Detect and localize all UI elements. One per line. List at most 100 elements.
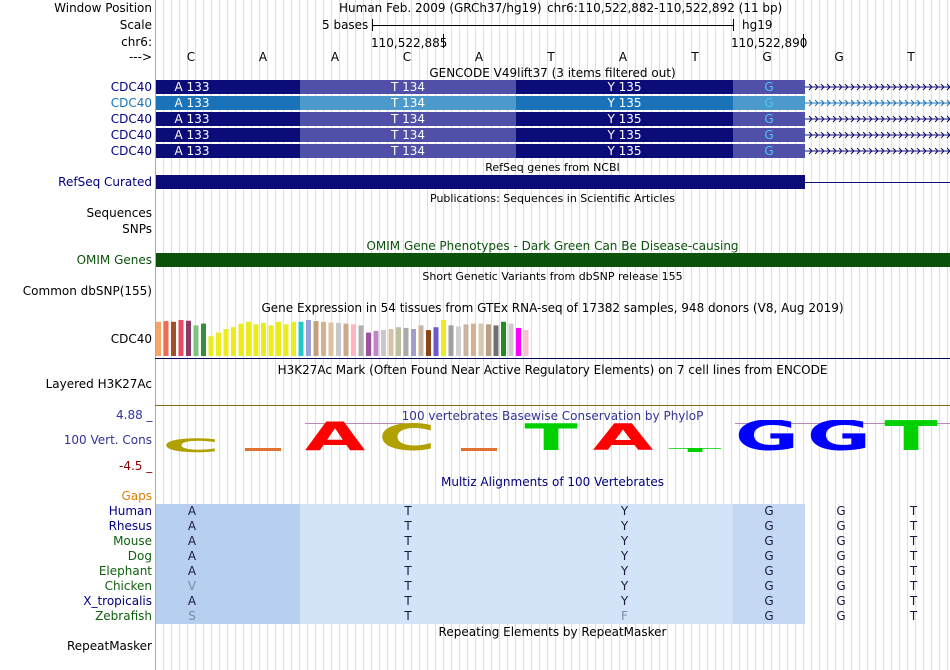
gtex-tissue-bar[interactable] [373,330,379,356]
gtex-tissue-bar[interactable] [508,323,514,356]
gencode-transcript-label[interactable]: CDC40 [110,128,152,142]
h3k27ac-title[interactable]: H3K27Ac Mark (Often Found Near Active Re… [277,363,828,377]
multiz-species-label[interactable]: X_tropicalis [83,594,152,608]
gtex-bar-chart[interactable] [155,315,950,360]
rmsk-label[interactable]: RepeatMasker [66,639,152,653]
gtex-tissue-bar[interactable] [358,325,364,356]
gtex-tissue-bar[interactable] [471,323,476,356]
gtex-tissue-bar[interactable] [328,322,334,356]
gencode-title[interactable]: GENCODE V49lift37 (3 items filtered out) [429,66,676,80]
sequences-label[interactable]: Sequences [86,206,152,220]
multiz-species-label[interactable]: Mouse [113,534,152,548]
gtex-tissue-bar[interactable] [351,324,356,356]
gtex-tissue-bar[interactable] [381,330,386,356]
gtex-tissue-bar[interactable] [163,321,169,356]
refseq-label[interactable]: RefSeq Curated [58,175,152,189]
gtex-tissue-bar[interactable] [343,323,349,356]
gtex-tissue-bar[interactable] [493,325,499,356]
gencode-codon[interactable] [516,80,733,94]
publications-title[interactable]: Publications: Sequences in Scientific Ar… [430,192,675,205]
gtex-tissue-bar[interactable] [268,325,274,356]
gencode-codon[interactable] [733,80,805,94]
gtex-tissue-bar[interactable] [238,323,244,356]
gencode-transcript-label[interactable]: CDC40 [110,112,152,126]
gtex-tissue-bar[interactable] [201,323,206,356]
gtex-tissue-bar[interactable] [418,325,424,356]
multiz-species-label[interactable]: Zebrafish [95,609,152,623]
gencode-codon[interactable] [733,112,805,126]
gencode-codon[interactable] [300,96,516,110]
gtex-tissue-bar[interactable] [441,320,446,356]
gtex-tissue-bar[interactable] [208,336,214,356]
gencode-codon[interactable] [300,128,516,142]
gtex-tissue-bar[interactable] [253,324,259,356]
cons-title[interactable]: 100 vertebrates Basewise Conservation by… [401,409,704,423]
dbsnp-title[interactable]: Short Genetic Variants from dbSNP releas… [422,270,683,283]
omim-label[interactable]: OMIM Genes [76,253,152,267]
gtex-tissue-bar[interactable] [171,321,176,356]
gtex-tissue-bar[interactable] [523,330,529,356]
gtex-tissue-bar[interactable] [291,321,296,356]
omim-gene-bar[interactable] [156,253,950,267]
dbsnp-label[interactable]: Common dbSNP(155) [22,284,152,298]
gencode-codon[interactable] [516,128,733,142]
cons-label[interactable]: 100 Vert. Cons [63,433,152,447]
gtex-tissue-bar[interactable] [456,326,461,356]
gencode-transcript-label[interactable]: CDC40 [110,80,152,94]
gencode-codon[interactable] [156,144,300,158]
gencode-codon[interactable] [733,128,805,142]
multiz-species-label[interactable]: Rhesus [108,519,152,533]
gtex-tissue-bar[interactable] [448,325,454,356]
gaps-label[interactable]: Gaps [121,489,152,503]
gtex-tissue-bar[interactable] [261,322,266,356]
gtex-tissue-bar[interactable] [156,321,161,356]
gencode-codon[interactable] [300,144,516,158]
gtex-tissue-bar[interactable] [336,322,341,356]
gencode-codon[interactable] [156,112,300,126]
gencode-codon[interactable] [516,96,733,110]
multiz-species-label[interactable]: Human [108,504,152,518]
gtex-tissue-bar[interactable] [501,321,506,356]
gtex-tissue-bar[interactable] [463,324,469,356]
gtex-tissue-bar[interactable] [246,321,251,356]
gtex-tissue-bar[interactable] [396,327,401,356]
gencode-codon[interactable] [516,112,733,126]
gtex-title[interactable]: Gene Expression in 54 tissues from GTEx … [261,301,844,315]
gencode-codon[interactable] [156,96,300,110]
gtex-tissue-bar[interactable] [388,329,394,356]
refseq-gene-block[interactable] [156,175,805,189]
gtex-tissue-bar[interactable] [178,320,184,356]
gtex-tissue-bar[interactable] [313,321,319,356]
multiz-species-label[interactable]: Dog [127,549,152,563]
multiz-species-label[interactable]: Elephant [98,564,152,578]
gtex-label[interactable]: CDC40 [110,332,152,346]
gencode-codon[interactable] [156,80,300,94]
gtex-tissue-bar[interactable] [223,329,229,356]
omim-title[interactable]: OMIM Gene Phenotypes - Dark Green Can Be… [366,239,739,253]
gtex-tissue-bar[interactable] [321,321,326,356]
snps-label[interactable]: SNPs [122,222,152,236]
gtex-tissue-bar[interactable] [516,327,521,356]
gtex-tissue-bar[interactable] [216,332,221,356]
rmsk-title[interactable]: Repeating Elements by RepeatMasker [438,625,667,639]
gencode-codon[interactable] [156,128,300,142]
gtex-tissue-bar[interactable] [231,327,236,356]
gtex-tissue-bar[interactable] [478,323,484,356]
gtex-tissue-bar[interactable] [411,329,416,356]
gtex-tissue-bar[interactable] [306,320,311,356]
gtex-tissue-bar[interactable] [276,321,281,356]
gtex-tissue-bar[interactable] [298,321,304,356]
gtex-tissue-bar[interactable] [403,327,409,356]
gencode-codon[interactable] [733,144,805,158]
h3k27ac-label[interactable]: Layered H3K27Ac [45,377,152,391]
gtex-tissue-bar[interactable] [186,320,191,356]
gencode-codon[interactable] [516,144,733,158]
gtex-tissue-bar[interactable] [193,325,199,356]
multiz-species-label[interactable]: Chicken [104,579,152,593]
gencode-codon[interactable] [300,80,516,94]
gencode-codon[interactable] [733,96,805,110]
multiz-title[interactable]: Multiz Alignments of 100 Vertebrates [440,475,665,489]
position-text[interactable]: chr6:110,522,882-110,522,892 (11 bp) [547,1,783,15]
gencode-codon[interactable] [300,112,516,126]
